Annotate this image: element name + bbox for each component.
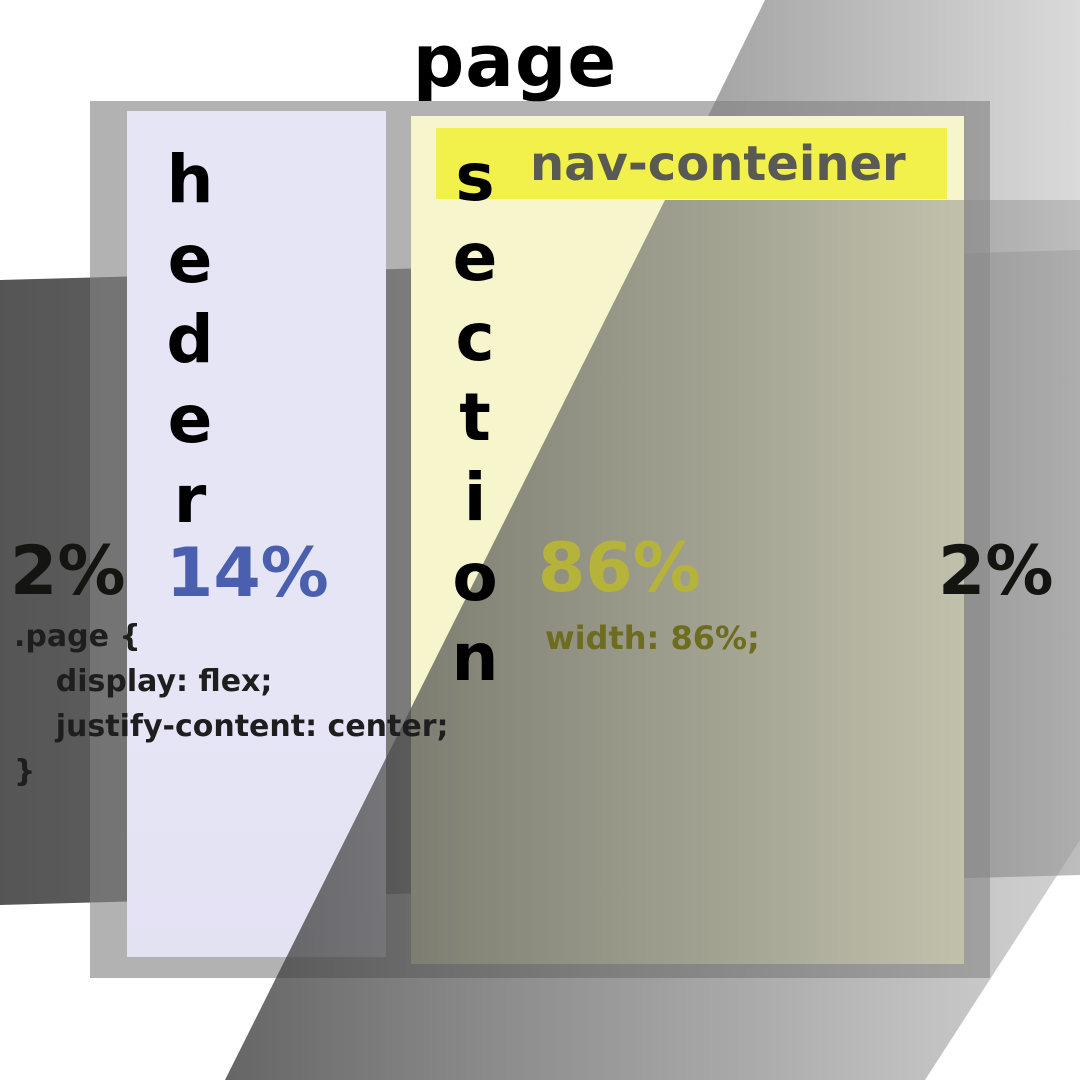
header-letter: e: [167, 381, 213, 458]
section-letter: n: [451, 619, 499, 696]
section-letter: i: [463, 459, 487, 536]
code-line-3: justify-content: center;: [14, 709, 449, 744]
header-width-percent: 14%: [166, 534, 329, 613]
nav-container-box: [436, 128, 947, 199]
section-letter: s: [455, 139, 495, 216]
header-letter: e: [167, 221, 213, 298]
nav-container-label: nav-conteiner: [530, 136, 906, 192]
header-letter: h: [166, 141, 214, 218]
header-letter: d: [166, 301, 214, 378]
right-margin-percent: 2%: [938, 532, 1054, 611]
code-line-4: }: [14, 754, 36, 789]
header-letter: r: [173, 461, 207, 538]
css-code-snippet: .page { display: flex; justify-content: …: [14, 614, 449, 794]
section-letter: e: [452, 219, 498, 296]
code-line-1: .page {: [14, 619, 141, 654]
page-title: page: [412, 19, 618, 103]
left-margin-percent: 2%: [10, 532, 126, 611]
section-width-note: width: 86%;: [545, 619, 760, 657]
section-letter: o: [452, 539, 498, 616]
code-line-2: display: flex;: [14, 664, 273, 699]
section-letter: c: [455, 299, 495, 376]
section-width-percent: 86%: [538, 529, 701, 608]
section-letter: t: [459, 379, 491, 456]
